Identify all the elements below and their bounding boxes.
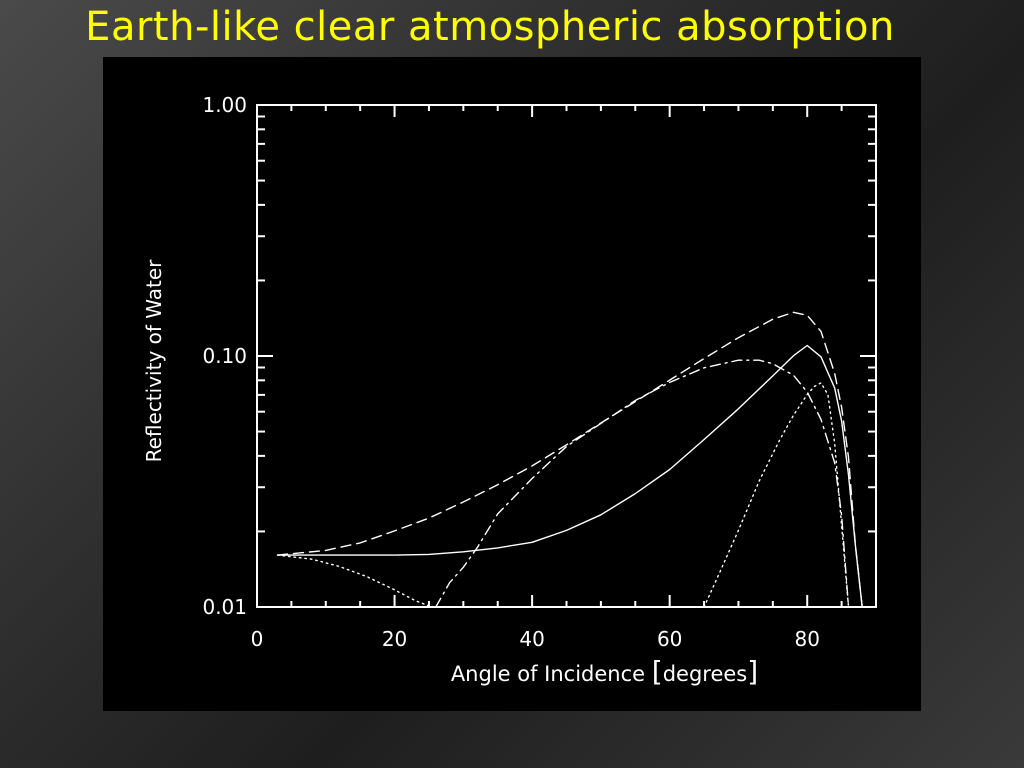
x-axis-label-unit: degrees	[663, 662, 748, 686]
x-tick-label: 80	[794, 627, 819, 651]
y-axis-label: Reflectivity of Water	[142, 259, 166, 463]
x-axis-label: Angle of Incidence [degrees]	[451, 655, 758, 688]
x-tick-label: 20	[382, 627, 407, 651]
x-tick-label: 60	[657, 627, 682, 651]
series-line-dashdot	[435, 359, 850, 608]
y-tick-label: 1.00	[202, 93, 247, 117]
series-line-solid	[276, 344, 863, 608]
reflectivity-chart: 0 20 40 60 80 0.01 0.10 1.00 Reflectivity of Wa…	[142, 93, 877, 688]
plot-panel: 0 20 40 60 80 0.01 0.10 1.00 Reflectivity of Wa…	[103, 57, 921, 711]
y-tick-label: 0.01	[202, 595, 247, 619]
x-axis-bracket-left: [	[652, 655, 663, 688]
x-tick-label: 40	[519, 627, 544, 651]
x-tick-label: 0	[251, 627, 264, 651]
plot-frame	[256, 104, 877, 608]
slide-title: Earth-like clear atmospheric absorption	[85, 4, 895, 50]
series-line-dotted	[276, 382, 850, 608]
x-axis-label-main: Angle of Incidence	[451, 662, 652, 686]
series-line-dashed	[276, 311, 863, 608]
y-tick-label: 0.10	[202, 344, 247, 368]
x-axis-bracket-right: ]	[747, 655, 758, 688]
